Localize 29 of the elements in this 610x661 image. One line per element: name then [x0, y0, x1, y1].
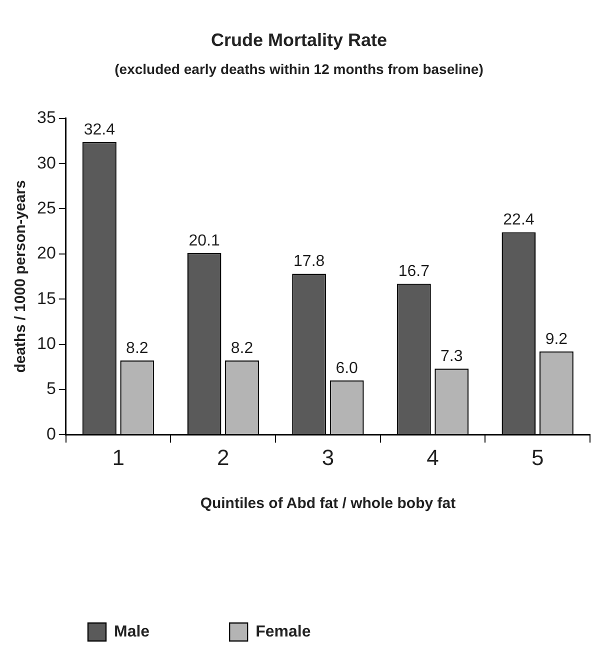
x-axis-title: Quintiles of Abd fat / whole boby fat [200, 495, 456, 512]
y-tick-label: 5 [46, 379, 56, 398]
x-tick-label: 4 [426, 444, 439, 470]
x-tick-label: 5 [531, 444, 544, 470]
y-tick-label: 25 [36, 198, 56, 218]
y-tick-label: 15 [36, 288, 56, 308]
chart-subtitle: (excluded early deaths within 12 months from baseline) [114, 60, 484, 77]
y-tick-label: 10 [36, 334, 56, 353]
legend-label: Male [114, 623, 150, 640]
data-label: 8.2 [230, 340, 254, 357]
y-tick-label: 30 [36, 153, 56, 172]
data-label: 32.4 [84, 121, 116, 138]
data-label: 8.2 [126, 340, 148, 357]
x-tick-label: 2 [217, 444, 230, 470]
chart-title: Crude Mortality Rate [210, 30, 388, 50]
legend-label: Female [256, 623, 311, 640]
x-tick-label: 1 [112, 444, 124, 470]
data-label: 17.8 [294, 253, 325, 270]
data-label: 22.4 [503, 212, 534, 229]
data-label: 16.7 [398, 263, 430, 280]
data-label: 7.3 [440, 348, 463, 366]
data-label: 9.2 [545, 330, 568, 348]
y-axis-title: deaths / 1000 person-years [12, 180, 30, 373]
data-label: 20.1 [188, 232, 220, 250]
x-tick-label: 3 [322, 444, 334, 470]
data-label: 6.0 [336, 360, 358, 377]
y-tick-label: 20 [36, 244, 56, 263]
y-tick-label: 0 [46, 424, 56, 444]
y-tick-label: 35 [36, 108, 56, 128]
